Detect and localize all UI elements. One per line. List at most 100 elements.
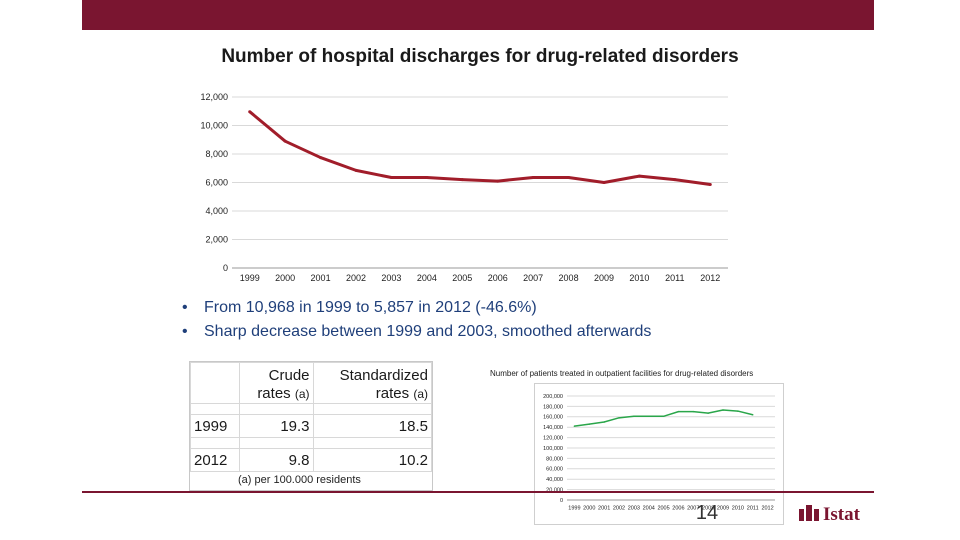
rates-table: Crude rates (a) Standardized rates (a) 1…: [189, 361, 433, 491]
row-year: 1999: [190, 414, 240, 438]
row-year: 2012: [190, 448, 240, 472]
y-tick-label: 40,000: [546, 477, 563, 483]
y-tick-label: 100,000: [543, 446, 563, 452]
data-point: [751, 413, 754, 416]
x-tick-label: 2004: [643, 506, 655, 512]
outpatient-chart-frame: 0 20,000 40,000 60,000 80,000 100,000 120,000 1…: [534, 383, 784, 525]
y-tick-label: 60,000: [546, 467, 563, 473]
table-header-row: Crude rates (a) Standardized rates (a): [190, 362, 433, 404]
data-point: [531, 176, 535, 180]
x-tick-label: 2002: [613, 506, 625, 512]
x-tick-label: 2007: [523, 273, 543, 283]
outpatient-patients-chart: 0 20,000 40,000 60,000 80,000 100,000 120,000 1…: [543, 394, 775, 512]
table-row: 1999 19.3 18.5: [190, 414, 433, 438]
data-point: [567, 176, 571, 180]
data-point: [588, 423, 591, 425]
data-point: [737, 410, 739, 412]
top-banner: [82, 0, 874, 30]
data-point: [673, 178, 677, 182]
x-tick-label: 2009: [717, 506, 729, 512]
row-crude-rate: 19.3: [239, 414, 314, 438]
data-point: [707, 412, 709, 414]
bullet-item-1: • From 10,968 in 1999 to 5,857 in 2012 (-…: [182, 296, 651, 320]
std-header-line1: Standardized: [339, 367, 428, 384]
x-tick-label: 2006: [488, 273, 508, 283]
x-tick-label: 2012: [700, 273, 720, 283]
crude-rates-header: Crude rates (a): [239, 362, 314, 404]
data-point: [618, 417, 620, 419]
data-point: [662, 415, 665, 418]
y-tick-label: 180,000: [543, 404, 563, 410]
bullet-text-2: Sharp decrease between 1999 and 2003, sm…: [204, 323, 652, 340]
rates-table-grid: Crude rates (a) Standardized rates (a) 1…: [190, 362, 433, 472]
table-spacer-row: [190, 437, 433, 449]
y-tick-label: 6,000: [205, 178, 228, 188]
x-tick-label: 2006: [672, 506, 684, 512]
data-point: [425, 176, 429, 180]
row-standardized-rate: 10.2: [312, 448, 433, 472]
y-tick-label: 8,000: [205, 149, 228, 159]
data-point: [633, 415, 635, 418]
std-header-mark: (a): [413, 387, 428, 401]
x-tick-label: 1999: [568, 506, 580, 512]
y-tick-label: 0: [223, 263, 228, 273]
y-tick-label: 0: [560, 498, 563, 504]
bullet-item-2: • Sharp decrease between 1999 and 2003, s…: [182, 320, 651, 344]
y-tick-label: 120,000: [543, 436, 563, 442]
table-corner-cell: [190, 362, 240, 404]
x-tick-label: 2001: [311, 273, 331, 283]
table-row: 2012 9.8 10.2: [190, 448, 433, 472]
y-tick-label: 10,000: [200, 121, 228, 131]
y-tick-label: 2,000: [205, 235, 228, 245]
series-line: [574, 409, 753, 427]
x-tick-label: 2011: [747, 506, 759, 512]
x-tick-label: 2000: [275, 273, 295, 283]
istat-logo-mark-icon: [799, 505, 819, 521]
page-number: 14: [695, 502, 719, 524]
page-title: Number of hospital discharges for drug-r…: [221, 46, 739, 67]
y-tick-label: 160,000: [543, 415, 563, 421]
x-tick-label: 2009: [594, 273, 614, 283]
table-footnote: (a) per 100.000 residents: [238, 474, 361, 486]
data-point: [283, 139, 287, 143]
data-point: [573, 425, 576, 427]
outpatient-chart-title: Number of patients treated in outpatient…: [490, 369, 754, 378]
data-point: [496, 179, 500, 183]
data-point: [647, 415, 650, 418]
data-point: [603, 421, 605, 423]
row-crude-rate: 9.8: [239, 448, 314, 472]
row-standardized-rate: 18.5: [312, 414, 433, 438]
crude-header-mark: (a): [294, 387, 310, 401]
table-spacer-row: [190, 403, 433, 415]
standardized-rates-header: Standardized rates (a): [312, 362, 433, 404]
y-tick-label: 4,000: [205, 206, 228, 216]
bullet-symbol: •: [182, 323, 188, 340]
series-line: [248, 110, 711, 187]
std-header-line2: rates: [375, 385, 410, 402]
bullet-symbol: •: [182, 299, 188, 316]
x-tick-label: 2008: [559, 273, 579, 283]
x-tick-label: 2010: [629, 273, 649, 283]
x-tick-label: 2002: [346, 273, 366, 283]
data-point: [708, 183, 712, 187]
y-tick-label: 20,000: [546, 488, 563, 494]
x-tick-label: 2007: [687, 506, 699, 512]
crude-header-line2: rates: [257, 385, 291, 402]
y-tick-label: 12,000: [200, 92, 228, 102]
crude-header-line1: Crude: [268, 367, 310, 384]
data-point: [248, 110, 252, 114]
x-tick-label: 2011: [665, 273, 684, 283]
bullet-list: • From 10,968 in 1999 to 5,857 in 2012 (-…: [182, 296, 651, 344]
y-tick-label: 140,000: [543, 425, 563, 431]
x-tick-label: 2001: [598, 506, 610, 512]
istat-logo-text: Istat: [823, 504, 860, 525]
data-point: [722, 409, 724, 411]
x-tick-label: 2003: [628, 506, 640, 512]
x-tick-label: 2012: [761, 506, 773, 512]
y-tick-label: 200,000: [543, 394, 563, 400]
x-tick-label: 2000: [583, 506, 595, 512]
x-tick-label: 2010: [732, 506, 744, 512]
data-point: [602, 181, 606, 184]
data-point: [677, 410, 680, 413]
x-tick-label: 2005: [657, 506, 669, 512]
